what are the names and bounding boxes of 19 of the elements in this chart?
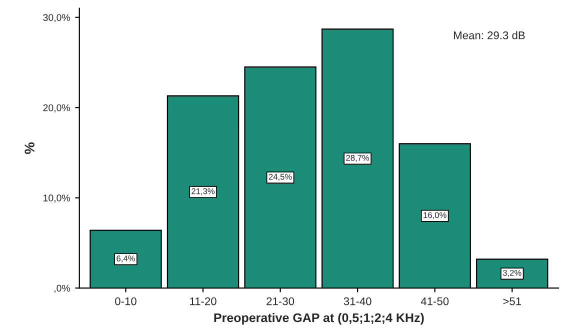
- data-label: 21,3%: [192, 188, 215, 196]
- y-tick-label: 10,0%: [44, 194, 70, 203]
- y-tick-label: ,0%: [54, 284, 70, 293]
- data-label: 3,2%: [502, 270, 522, 277]
- x-axis-title: Preoperative GAP at (0,5;1;2;4 KHz): [214, 312, 424, 325]
- x-tick-label: 0-10: [115, 297, 136, 306]
- x-tick-label: 41-50: [420, 297, 449, 306]
- annotation: Mean: 29.3 dB: [454, 31, 525, 40]
- data-label: 16,0%: [424, 212, 446, 220]
- y-tick-label: 30,0%: [43, 14, 70, 22]
- x-tick-label: 11-20: [190, 297, 216, 306]
- y-tick-label: 20,0%: [43, 104, 70, 112]
- x-tick-label: 31-40: [344, 297, 372, 306]
- data-label: 6,4%: [116, 256, 135, 262]
- data-label: 28,7%: [346, 154, 370, 162]
- data-label: 24,5%: [268, 174, 292, 181]
- y-axis-title: %: [24, 142, 34, 154]
- x-tick-label: >51: [503, 297, 522, 306]
- x-tick-label: 21-30: [266, 297, 294, 306]
